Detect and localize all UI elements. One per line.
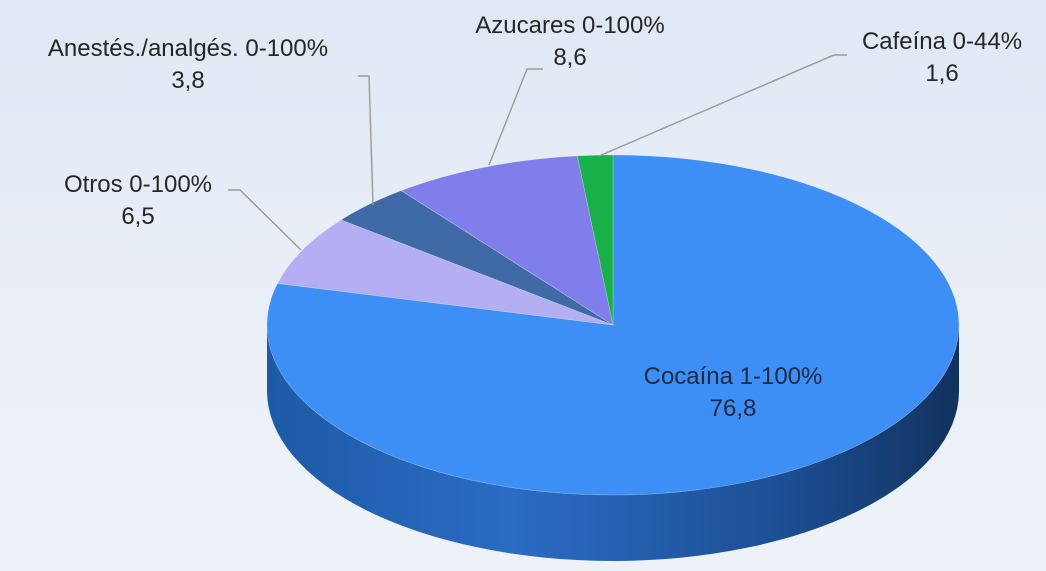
leader-line-cafeina-0-44: [598, 54, 847, 157]
pie-side-cocaina-1-100: [267, 325, 959, 561]
pie-slice-cocaina-1-100: [266, 154, 960, 496]
slice-value-cafeina-0-44: 1,6: [925, 60, 958, 87]
leader-line-anestes-analges-0-100: [358, 75, 374, 206]
slice-label-cafeina-0-44: Cafeína 0-44%: [862, 28, 1022, 55]
pie-side-walls: [267, 325, 959, 561]
pie-slices: [266, 154, 960, 496]
slice-value-otros-0-100: 6,5: [121, 203, 154, 230]
slice-label-anestes-analges-0-100: Anestés./analgés. 0-100%: [48, 35, 328, 62]
slice-value-anestes-analges-0-100: 3,8: [171, 67, 204, 94]
pie-slice-azucares-0-100: [400, 155, 614, 326]
pie-slice-anestes-analges-0-100: [340, 190, 614, 326]
data-labels: Cocaína 1-100% 76,8 Otros 0-100% 6,5 Anestés…: [48, 12, 1022, 422]
leader-line-otros-0-100: [228, 189, 302, 251]
slice-label-cocaina-1-100: Cocaína 1-100%: [644, 363, 823, 390]
slice-label-azucares-0-100: Azucares 0-100%: [475, 12, 664, 39]
slice-value-cocaina-1-100: 76,8: [710, 395, 757, 422]
pie-slice-otros-0-100: [277, 219, 614, 326]
slice-value-azucares-0-100: 8,6: [553, 44, 586, 71]
leader-lines: [228, 54, 847, 251]
leader-line-azucares-0-100: [488, 68, 543, 166]
slice-label-otros-0-100: Otros 0-100%: [64, 171, 212, 198]
pie-slice-cafeina-0-44: [576, 154, 614, 326]
